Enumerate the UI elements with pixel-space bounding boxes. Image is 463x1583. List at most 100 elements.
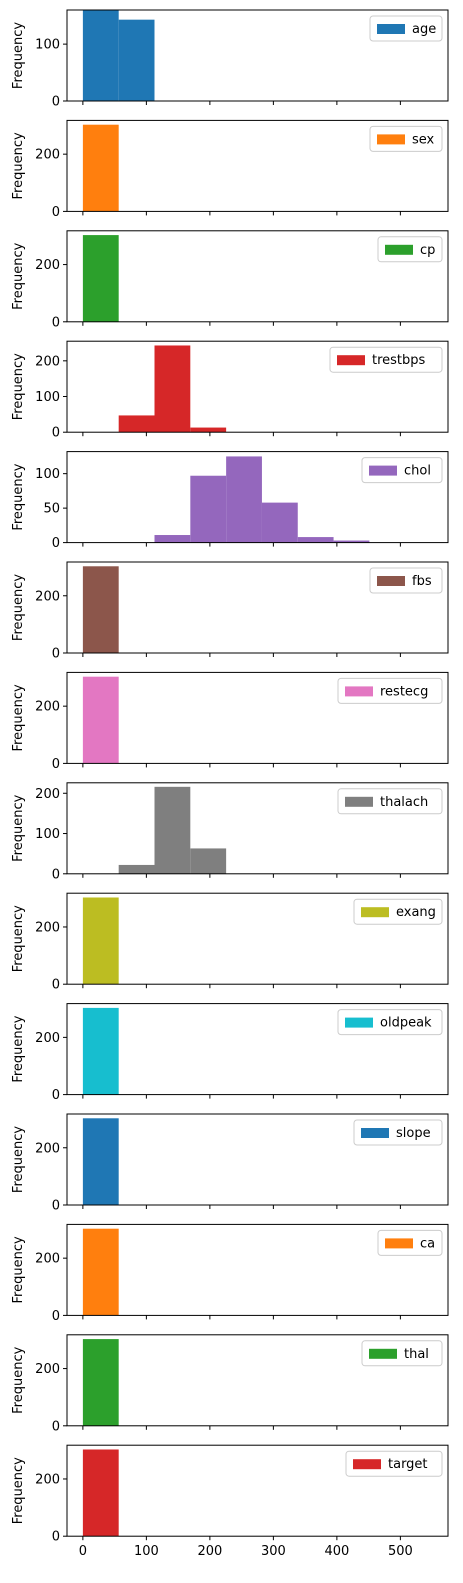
axes-frame — [66, 1223, 449, 1316]
legend-swatch — [385, 1238, 413, 1249]
axes-frame — [66, 230, 449, 323]
subplot-target: 0 200 Frequency 0 100 200 300 400 500 target — [11, 1444, 449, 1559]
axes-frame — [66, 9, 449, 102]
y-tick-label: 50 — [43, 502, 60, 517]
legend: target — [345, 1450, 443, 1477]
legend-swatch — [353, 1459, 381, 1470]
legend: thalach — [337, 788, 443, 815]
subplot-ca: 0 200 Frequency ca — [11, 1223, 449, 1324]
legend-swatch — [345, 1017, 373, 1028]
y-tick-label: 0 — [52, 1199, 60, 1214]
axes-frame — [66, 340, 449, 433]
legend-label: exang — [396, 905, 436, 920]
y-tick-label: 0 — [52, 1530, 60, 1545]
x-tick-label: 500 — [388, 1544, 413, 1559]
y-axis-label: Frequency — [11, 1015, 26, 1082]
legend-box — [337, 788, 443, 815]
legend-swatch — [361, 1128, 389, 1138]
legend: cp — [377, 236, 443, 263]
y-tick-label: 200 — [35, 1252, 60, 1267]
histogram-bar — [190, 475, 227, 543]
subplot-thal: 0 200 Frequency thal — [11, 1334, 449, 1434]
legend: ca — [377, 1229, 443, 1256]
y-tick-label: 0 — [52, 1088, 60, 1103]
y-tick-label: 200 — [35, 787, 60, 802]
axes-frame — [66, 119, 449, 212]
x-tick-label: 400 — [324, 1544, 349, 1559]
x-tick-label: 0 — [79, 1544, 87, 1559]
legend-swatch — [369, 1348, 397, 1359]
histogram-bar — [118, 864, 155, 874]
axes-frame — [66, 782, 449, 875]
y-tick-label: 0 — [52, 867, 60, 882]
histogram-bar — [82, 10, 119, 101]
y-tick-label: 0 — [52, 1309, 60, 1324]
legend-swatch — [361, 907, 389, 918]
subplot-chol: 0 50 100 Frequency chol — [11, 451, 449, 551]
subplot-trestbps: 0 100 200 Frequency trestbps — [11, 340, 449, 441]
legend-label: sex — [412, 132, 435, 147]
legend-label: restecg — [380, 684, 428, 699]
legend-label: ca — [420, 1236, 435, 1251]
y-axis-label: Frequency — [11, 1236, 26, 1303]
legend-box — [361, 457, 443, 484]
legend-box — [337, 677, 443, 704]
y-tick-label: 200 — [35, 589, 60, 604]
y-tick-label: 200 — [35, 1141, 60, 1156]
y-axis-label: Frequency — [11, 1346, 26, 1413]
legend: exang — [353, 898, 443, 925]
legend-label: target — [388, 1457, 428, 1472]
y-tick-label: 0 — [52, 315, 60, 330]
legend-box — [345, 1450, 443, 1477]
legend-label: slope — [396, 1126, 431, 1141]
legend-label: thal — [404, 1347, 429, 1362]
y-axis-label: Frequency — [11, 132, 26, 199]
legend-swatch — [369, 465, 397, 476]
legend-swatch — [385, 244, 413, 255]
legend-box — [353, 898, 443, 925]
y-tick-label: 100 — [35, 38, 60, 53]
legend-box — [353, 1119, 443, 1146]
histogram-bar — [82, 1339, 119, 1426]
y-tick-label: 100 — [35, 467, 60, 482]
subplot-exang: 0 200 Frequency exang — [11, 892, 449, 993]
histogram-bar — [154, 535, 191, 543]
y-tick-label: 200 — [35, 1472, 60, 1487]
y-tick-label: 0 — [52, 647, 60, 662]
x-tick-label: 200 — [197, 1544, 222, 1559]
y-axis-label: Frequency — [11, 905, 26, 972]
histogram-bar — [190, 848, 227, 874]
histogram-bar — [82, 1118, 119, 1205]
histogram-bar — [118, 19, 155, 102]
subplot-slope: 0 200 Frequency slope — [11, 1113, 449, 1214]
y-tick-label: 100 — [35, 827, 60, 842]
y-tick-label: 100 — [35, 390, 60, 405]
legend: age — [369, 15, 443, 42]
x-tick-label: 100 — [134, 1544, 159, 1559]
legend: restecg — [337, 677, 443, 704]
subplot-thalach: 0 100 200 Frequency thalach — [11, 782, 449, 882]
axes-frame — [66, 671, 449, 764]
y-tick-label: 200 — [35, 148, 60, 163]
y-tick-label: 0 — [52, 757, 60, 772]
y-tick-label: 0 — [52, 536, 60, 551]
histogram-bar — [82, 124, 119, 212]
y-axis-label: Frequency — [11, 574, 26, 641]
y-tick-label: 200 — [35, 920, 60, 935]
axes-frame — [66, 561, 449, 654]
y-axis-label: Frequency — [11, 684, 26, 751]
legend: fbs — [369, 567, 443, 594]
legend-label: thalach — [380, 795, 428, 810]
y-axis-label: Frequency — [11, 1457, 26, 1524]
y-tick-label: 200 — [35, 1362, 60, 1377]
legend: trestbps — [329, 346, 443, 373]
histogram-bar — [261, 502, 298, 543]
legend-box — [369, 125, 443, 152]
histogram-bar — [154, 786, 191, 874]
legend-box — [361, 1340, 443, 1367]
histogram-bar — [82, 676, 119, 764]
axes-frame — [66, 1113, 449, 1206]
y-axis-label: Frequency — [11, 353, 26, 420]
subplot-age: 0 100 Frequency age — [11, 9, 449, 110]
